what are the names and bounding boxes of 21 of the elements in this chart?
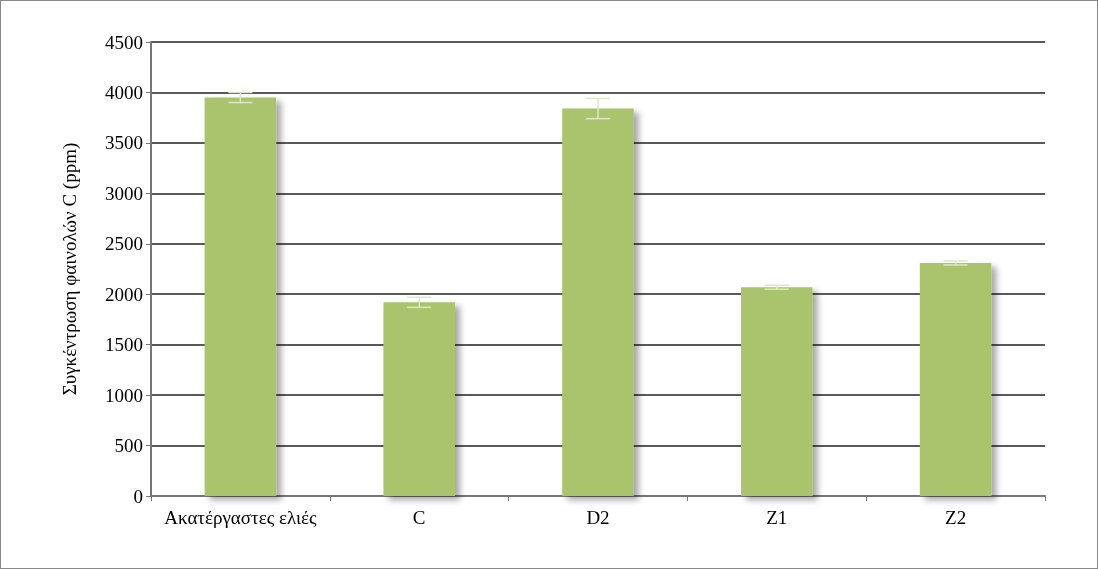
bar (741, 287, 813, 496)
y-tick-label: 3500 (105, 132, 143, 154)
y-tick-label: 0 (133, 485, 143, 507)
bar (383, 302, 455, 496)
y-tick-label: 2500 (105, 233, 143, 255)
bar (204, 97, 277, 496)
x-tick-label: Z2 (945, 507, 967, 528)
x-tick-label: Ακατέργαστες ελιές (164, 507, 317, 528)
x-tick-label: C (412, 507, 426, 528)
x-tick-label: Z1 (766, 507, 788, 528)
y-axis-title: Συγκέντρωση φαινολών C (ppm) (59, 142, 81, 396)
y-tick-label: 4500 (105, 31, 143, 53)
y-tick-label: 1500 (105, 334, 143, 356)
y-tick-label: 1000 (105, 384, 143, 406)
bar (562, 108, 634, 496)
y-tick-label: 500 (114, 435, 143, 457)
bar (919, 262, 992, 496)
y-tick-label: 3000 (105, 182, 143, 204)
y-tick-label: 2000 (105, 283, 143, 305)
x-tick-label: D2 (586, 507, 610, 528)
y-tick-label: 4000 (105, 81, 143, 103)
